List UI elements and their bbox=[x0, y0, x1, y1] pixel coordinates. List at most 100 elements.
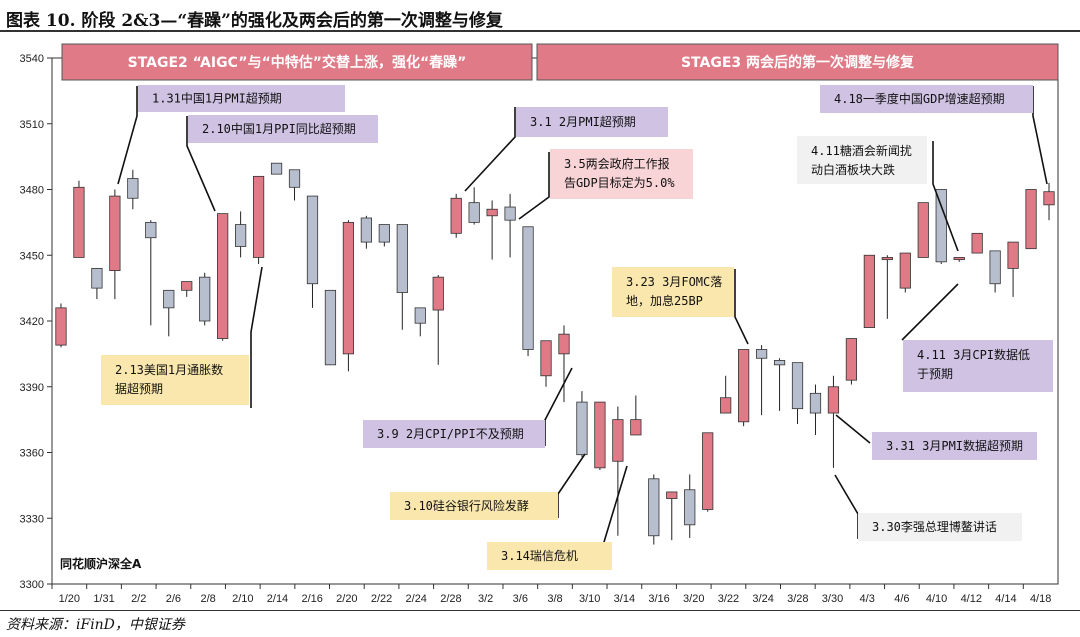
candle bbox=[504, 206, 516, 221]
candle bbox=[684, 489, 696, 526]
stage-banner bbox=[536, 43, 1059, 81]
stage-banner bbox=[61, 43, 533, 81]
x-tick-label: 3/6 bbox=[513, 593, 528, 605]
x-tick-label: 4/14 bbox=[995, 593, 1016, 605]
candle bbox=[486, 208, 498, 217]
annotation-box bbox=[101, 355, 249, 405]
candle bbox=[702, 432, 714, 510]
candle bbox=[935, 189, 947, 263]
x-tick-label: 2/6 bbox=[166, 593, 181, 605]
candle bbox=[917, 202, 929, 258]
candle bbox=[1043, 191, 1055, 206]
candle bbox=[1025, 189, 1037, 250]
candles bbox=[55, 162, 1055, 545]
candle bbox=[288, 169, 301, 188]
annotation-text: 4.11 3月CPI数据低 bbox=[917, 347, 1030, 362]
annotation-box bbox=[188, 115, 378, 143]
series-label: 同花顺沪深全A bbox=[60, 556, 142, 571]
candle bbox=[630, 419, 642, 436]
axes: 3300 3330 3360 3390 3420 3450 3480 3510 3540 1/20… bbox=[20, 53, 1059, 605]
annotation-text: 3.31 3月PMI数据超预期 bbox=[886, 438, 1023, 453]
y-tick-label: 3330 bbox=[20, 513, 44, 525]
annotation-leader bbox=[932, 141, 959, 252]
y-tick-label: 3420 bbox=[20, 316, 44, 328]
y-tick-label: 3300 bbox=[20, 579, 44, 591]
annotation-box bbox=[820, 85, 1033, 113]
x-tick-label: 2/10 bbox=[232, 593, 253, 605]
annotation-leader bbox=[518, 152, 550, 220]
x-tick-label: 3/14 bbox=[614, 593, 635, 605]
x-tick-label: 3/2 bbox=[478, 593, 493, 605]
candle bbox=[217, 213, 229, 339]
candle bbox=[306, 195, 319, 285]
x-tick-label: 4/12 bbox=[961, 593, 982, 605]
candle bbox=[863, 254, 875, 328]
x-tick-label: 2/2 bbox=[131, 593, 146, 605]
candle bbox=[270, 162, 283, 175]
candle bbox=[1007, 241, 1019, 269]
candle bbox=[809, 392, 822, 414]
annotation-box bbox=[797, 136, 927, 184]
candle bbox=[55, 307, 67, 346]
stage-label: STAGE2 “AIGC”与“中特估”交替上涨，强化“春躁” bbox=[128, 54, 467, 71]
candle bbox=[827, 386, 840, 414]
candle bbox=[953, 257, 965, 261]
candle bbox=[432, 276, 444, 311]
stage-label: STAGE3 两会后的第一次调整与修复 bbox=[681, 54, 915, 71]
candle bbox=[360, 217, 372, 243]
candle bbox=[181, 281, 193, 291]
annotation-leader bbox=[834, 474, 859, 539]
annotation-leader bbox=[557, 453, 586, 518]
candle bbox=[738, 349, 750, 423]
annotation-text: 3.23 3月FOMC落 bbox=[626, 275, 722, 289]
annotation-box bbox=[612, 267, 734, 317]
annotation-text: 3.5两会政府工作报 bbox=[564, 156, 670, 171]
annotation-text: 地，加息25BP bbox=[626, 293, 703, 308]
candle bbox=[145, 221, 157, 239]
candle bbox=[163, 289, 175, 309]
candle bbox=[720, 397, 732, 414]
annotation-text: 3.9 2月CPI/PPI不及预期 bbox=[377, 427, 524, 441]
annotation-leader bbox=[186, 116, 216, 212]
y-tick-label: 3390 bbox=[20, 382, 44, 394]
candle bbox=[252, 175, 265, 258]
x-tick-label: 4/6 bbox=[894, 593, 909, 605]
stage-banners: STAGE2 “AIGC”与“中特估”交替上涨，强化“春躁” STAGE3 两会后… bbox=[61, 43, 1059, 81]
annotation-text: 动白酒板块大跌 bbox=[811, 162, 895, 177]
annotation-box bbox=[872, 432, 1037, 460]
x-tick-label: 2/28 bbox=[440, 593, 461, 605]
x-tick-label: 3/10 bbox=[579, 593, 600, 605]
annotation-text: 3.30李强总理博鳌讲话 bbox=[872, 519, 997, 534]
candle bbox=[414, 307, 426, 324]
candle bbox=[755, 349, 768, 359]
candle bbox=[109, 195, 121, 271]
annotation-boxes: 1.31中国1月PMI超预期 2.10中国1月PPI同比超预期 3.1 2月PMI超… bbox=[101, 85, 1053, 570]
x-tick-label: 3/30 bbox=[822, 593, 843, 605]
y-tick-label: 3480 bbox=[20, 185, 44, 197]
x-tick-label: 2/20 bbox=[336, 593, 357, 605]
candle bbox=[468, 202, 480, 223]
x-tick-label: 2/14 bbox=[267, 593, 288, 605]
x-tick-label: 1/20 bbox=[59, 593, 80, 605]
x-tick-label: 2/24 bbox=[406, 593, 427, 605]
x-tick-label: 3/28 bbox=[787, 593, 808, 605]
x-tick-label: 3/22 bbox=[718, 593, 739, 605]
x-tick-label: 4/10 bbox=[926, 593, 947, 605]
y-tick-label: 3450 bbox=[20, 250, 44, 262]
figure-title: 图表 10. 阶段 2&3—“春躁”的强化及两会后的第一次调整与修复 bbox=[6, 11, 503, 31]
candle bbox=[773, 360, 786, 366]
x-tick-label: 4/18 bbox=[1030, 593, 1051, 605]
annotation-box bbox=[858, 513, 1022, 541]
annotation-text: 于预期 bbox=[917, 367, 953, 381]
candle bbox=[235, 224, 247, 247]
y-tick-label: 3360 bbox=[20, 448, 44, 460]
x-tick-label: 4/3 bbox=[860, 593, 875, 605]
annotation-leader bbox=[250, 266, 263, 408]
x-tick-label: 3/20 bbox=[683, 593, 704, 605]
source-note: 资料来源：iFinD，中银证券 bbox=[6, 617, 185, 633]
annotation-text: 1.31中国1月PMI超预期 bbox=[152, 91, 282, 106]
annotation-text: 3.10硅谷银行风险发酵 bbox=[404, 498, 529, 513]
annotation-text: 4.11糖酒会新闻扰 bbox=[811, 143, 912, 158]
annotation-text: 据超预期 bbox=[115, 381, 163, 396]
candle bbox=[127, 178, 139, 199]
